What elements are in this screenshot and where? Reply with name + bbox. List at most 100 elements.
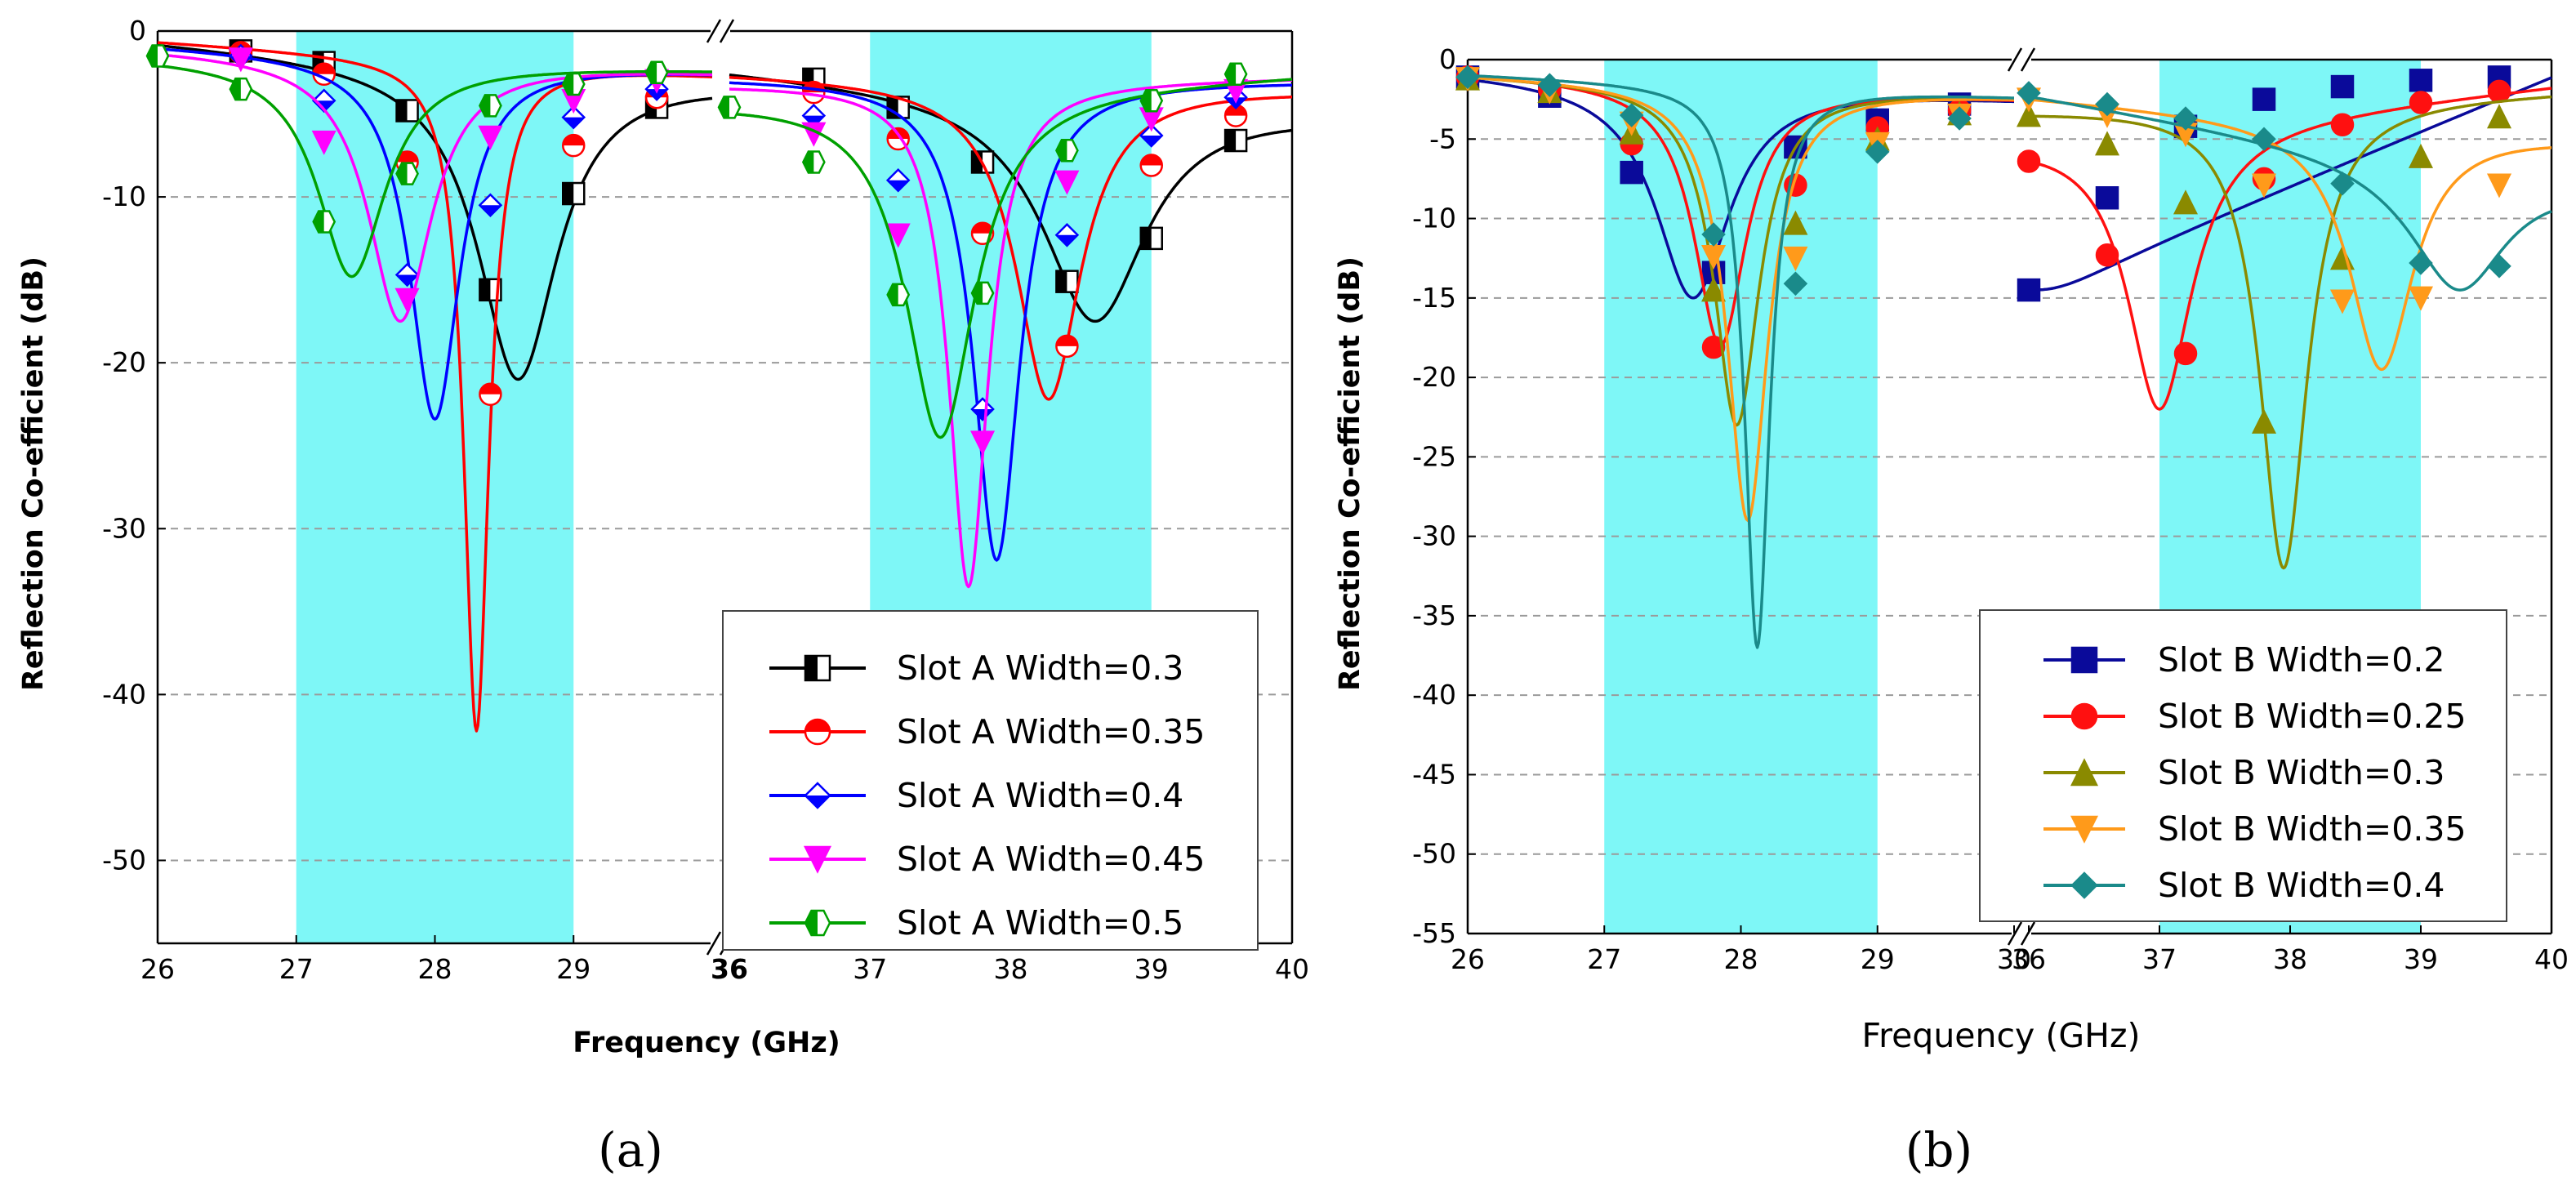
data-point <box>229 77 253 101</box>
data-point <box>478 193 503 218</box>
data-point <box>1783 271 1808 296</box>
y-tick-label: -45 <box>1412 758 1456 790</box>
panel-b-series <box>1455 65 2552 649</box>
y-tick-label: -20 <box>102 346 146 378</box>
y-tick-label: -5 <box>1429 123 1456 154</box>
data-point <box>717 96 742 119</box>
y-tick-label: 0 <box>129 15 146 47</box>
legend-label: Slot B Width=0.3 <box>2158 753 2445 792</box>
legend-label: Slot A Width=0.45 <box>897 840 1205 879</box>
x-tick-label: 30 <box>1997 943 2031 975</box>
series-line <box>729 78 1293 439</box>
data-point <box>1139 154 1163 177</box>
panel-a-y-axis-title: Reflection Co-efficient (dB) <box>17 256 50 691</box>
x-tick-label: 39 <box>1134 953 1169 985</box>
data-point <box>1055 334 1079 359</box>
data-point <box>2330 113 2355 137</box>
panel-a-chart: 0 -10 -20 -30 -40 -50 26 27 28 29 36 37 38 39 40 Frequ… <box>17 15 1309 1178</box>
data-point <box>395 99 419 123</box>
x-tick-label: 39 <box>2404 943 2438 975</box>
data-point <box>885 168 911 193</box>
data-point <box>1865 140 1890 164</box>
y-tick-label: 0 <box>1439 43 1456 75</box>
data-point <box>803 845 832 874</box>
y-tick-label: -20 <box>1412 361 1456 393</box>
data-point <box>1701 335 1726 359</box>
y-tick-label: -30 <box>1412 520 1456 552</box>
x-tick-label: 40 <box>2534 943 2569 975</box>
panel-a-axes: 0 -10 -20 -30 -40 -50 26 27 28 29 36 37 38 39 40 <box>102 15 1309 985</box>
x-tick-label: 37 <box>2142 943 2177 975</box>
legend-item: Slot A Width=0.35 <box>769 712 1205 751</box>
data-point <box>801 150 826 174</box>
frequency-band <box>296 31 574 943</box>
data-point <box>1701 222 1726 247</box>
legend-item: Slot B Width=0.3 <box>2043 753 2445 792</box>
series-line <box>2028 95 2552 292</box>
y-tick-label: -10 <box>1412 203 1456 234</box>
legend-item: Slot B Width=0.25 <box>2043 697 2467 736</box>
data-point <box>2251 408 2277 434</box>
data-point <box>561 105 586 130</box>
data-point <box>970 221 995 246</box>
series-line <box>1467 74 2015 649</box>
data-point <box>1223 128 1248 153</box>
x-tick-label: 26 <box>1451 943 1485 975</box>
data-point <box>228 47 253 73</box>
data-point <box>1139 89 1164 113</box>
x-tick-label: 37 <box>853 953 887 985</box>
data-point <box>1619 103 1644 127</box>
data-point <box>395 162 419 185</box>
data-point <box>2409 91 2433 114</box>
x-tick-label: 36 <box>2012 943 2046 975</box>
legend-label: Slot B Width=0.35 <box>2158 809 2467 849</box>
legend-label: Slot A Width=0.5 <box>897 903 1183 943</box>
axis-break-mark <box>706 931 722 956</box>
legend-box <box>1979 609 2507 922</box>
data-point <box>2017 278 2041 302</box>
x-tick-label: 40 <box>1275 953 1309 985</box>
data-point <box>1055 270 1079 293</box>
series-line <box>729 81 1293 562</box>
series-line <box>157 52 713 323</box>
panel-b-x-axis-title: Frequency (GHz) <box>1862 1016 2141 1055</box>
data-point <box>1139 123 1164 148</box>
data-point <box>1783 246 1808 271</box>
data-point <box>1947 106 1972 131</box>
series-line <box>729 76 1293 401</box>
axis-break-mark <box>2007 47 2023 72</box>
legend-label: Slot B Width=0.25 <box>2158 697 2467 736</box>
data-point <box>2252 127 2276 152</box>
data-point <box>886 283 911 307</box>
x-tick-label: 27 <box>1587 943 1621 975</box>
y-tick-label: -30 <box>102 512 146 544</box>
data-point <box>2017 149 2041 173</box>
legend-label: Slot B Width=0.2 <box>2158 640 2445 680</box>
x-tick-label: 29 <box>1861 943 1895 975</box>
data-point <box>804 782 831 809</box>
data-point <box>2408 143 2434 168</box>
data-point <box>2094 131 2120 156</box>
panel-a-series <box>145 39 1293 733</box>
axis-break-mark <box>706 19 722 43</box>
data-point <box>1054 170 1080 195</box>
data-point <box>2070 815 2099 844</box>
series <box>157 43 1293 562</box>
x-tick-label: 38 <box>994 953 1028 985</box>
legend-item: Slot A Width=0.45 <box>769 840 1205 879</box>
data-point <box>478 125 503 150</box>
y-tick-label: -55 <box>1412 917 1456 949</box>
data-point <box>1783 210 1808 235</box>
series-line <box>729 78 1293 589</box>
x-tick-label: 38 <box>2273 943 2307 975</box>
data-point <box>2408 286 2434 311</box>
data-point <box>2070 702 2098 730</box>
data-point <box>1784 135 1807 159</box>
y-tick-label: -50 <box>1412 838 1456 870</box>
data-point <box>1139 226 1163 251</box>
data-point <box>1054 223 1080 247</box>
data-point <box>804 909 831 937</box>
data-point <box>2409 69 2433 92</box>
data-point <box>1455 65 1480 90</box>
